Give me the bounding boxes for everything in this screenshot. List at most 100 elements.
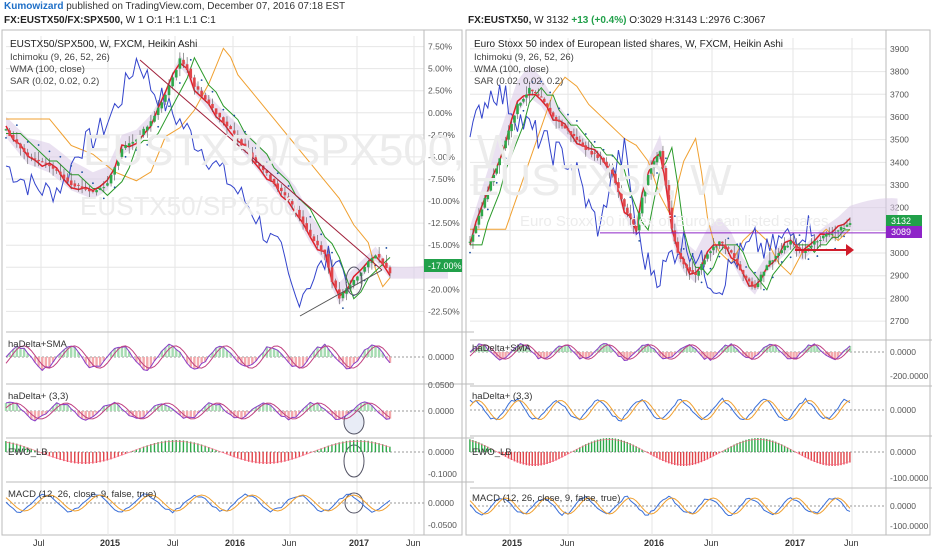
right-symbol[interactable]: FX:EUSTX50 [468,15,529,26]
left-chart[interactable]: 7.50% 5.00% 2.50% 0.00% -2.50% -5.00% -7.50% -1… [4,30,474,548]
histogram-bar [665,452,667,463]
candle-body [560,122,564,127]
candle-body [229,126,232,130]
candle-body [283,192,287,196]
histogram-bar [739,441,741,452]
histogram-bar [564,452,566,456]
candle-body [836,230,840,232]
delta-area [833,352,837,360]
indicator-line [469,397,851,422]
sar-dot [602,148,605,151]
x-tick-label: 2017 [349,538,369,548]
candle-body [611,169,614,174]
sar-dot [276,172,279,175]
candle-body [73,183,77,187]
histogram-bar [596,439,599,452]
delta-area [721,348,724,352]
candle-body [792,241,795,244]
delta-area [319,347,323,357]
candle-body [377,254,381,258]
delta-area [247,411,250,414]
left-symbol[interactable]: FX:EUSTX50/FX:SPX500 [4,15,121,26]
left-wma-label: WMA (100, close) [10,64,85,75]
histogram-bar [16,443,18,452]
delta-area [305,405,308,411]
sar-dot [647,192,650,195]
histogram-bar [760,438,762,452]
delta-area [700,352,703,356]
histogram-bar [691,452,694,466]
candle-body [753,284,757,288]
delta-area [178,411,182,416]
delta-area [836,352,840,358]
pane-tick-label: -100.0000 [890,521,929,531]
sar-dot [233,114,236,117]
delta-area [825,352,828,356]
candle-body [160,102,164,109]
candle-body [305,223,308,231]
sar-dot [736,243,739,246]
histogram-bar [593,440,596,452]
delta-area [352,409,355,411]
candle-body [153,115,156,122]
sar-dot [789,256,792,259]
wma-line [6,47,391,288]
delta-area [623,352,626,361]
histogram-bar [677,452,679,466]
histogram-bar [504,452,507,457]
histogram-bar [63,452,65,462]
histogram-bar [215,449,217,452]
delta-area [70,346,73,357]
delta-area [287,357,290,363]
histogram-bar [549,452,551,464]
histogram-bar [160,441,163,452]
sar-dot [146,143,149,146]
candle-body [345,288,348,294]
indicator-line [469,343,851,361]
candle-body [827,234,831,236]
delta-area [120,347,124,357]
delta-area [164,347,167,357]
candle-body [232,130,236,134]
histogram-bar [816,452,818,464]
histogram-bar [233,452,235,458]
histogram-bar [543,452,545,465]
delta-area [95,357,98,367]
candle-body [327,254,330,268]
histogram-bar [810,452,813,461]
delta-area [37,411,40,418]
right-chart[interactable]: 3900380037003600350034003300320031003000… [468,30,932,548]
delta-area [258,405,261,411]
delta-area [196,411,200,414]
delta-area [254,407,258,411]
histogram-bar [88,452,90,464]
candle-body [661,150,665,168]
histogram-bar [620,439,623,452]
candle-body [388,267,392,274]
sar-dot [70,164,73,167]
histogram-bar [537,452,539,466]
candle-body [658,151,662,157]
histogram-bar [305,452,308,455]
histogram-bar [489,448,492,452]
delta-area [59,404,62,411]
candle-body [492,174,496,183]
candle-body [124,145,127,149]
candle-body [842,228,846,230]
histogram-bar [801,452,804,457]
signal-line [5,345,391,369]
histogram-bar [26,447,29,452]
candle-body [323,249,327,254]
delta-area [477,343,481,352]
candle-body [225,121,229,127]
sar-dot [211,90,214,93]
candle-body [715,246,718,248]
candle-body [265,170,269,174]
delta-area [649,347,653,352]
candle-body [667,185,671,209]
sar-dot [798,234,801,237]
delta-area [254,357,258,361]
author-link[interactable]: Kumowizard [4,1,64,12]
delta-area [363,401,366,411]
